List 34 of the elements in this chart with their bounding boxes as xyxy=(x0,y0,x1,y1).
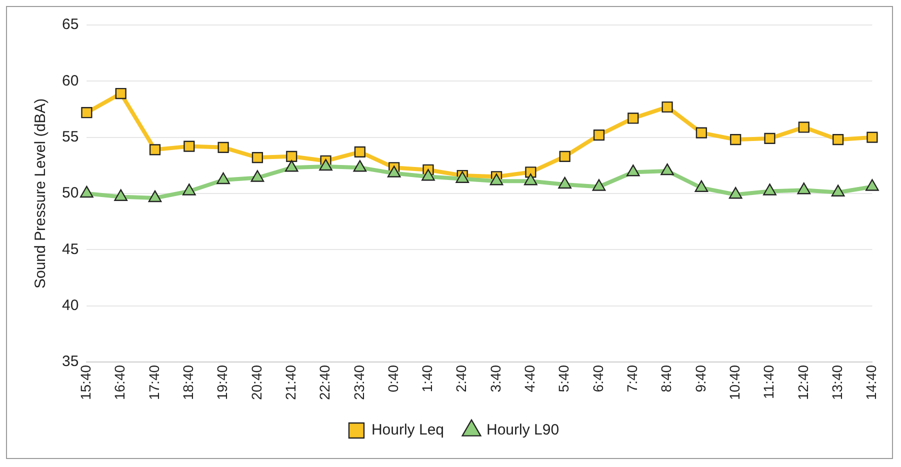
x-tick-label: 18:40 xyxy=(180,364,196,400)
y-tick-label: 65 xyxy=(62,16,79,34)
legend-label: Hourly L90 xyxy=(486,422,560,439)
x-tick-label: 13:40 xyxy=(828,364,845,400)
x-tick-label: 17:40 xyxy=(146,364,162,400)
x-tick-label: 21:40 xyxy=(282,364,298,400)
y-tick-label: 55 xyxy=(62,128,79,146)
x-tick-label: 15:40 xyxy=(78,364,94,400)
x-tick-label: 14:40 xyxy=(863,364,880,400)
y-axis-title: Sound Pressure Level (dBA) xyxy=(32,98,50,289)
y-tick-label: 35 xyxy=(62,353,79,370)
y-tick-label: 40 xyxy=(62,296,79,314)
x-tick-label: 11:40 xyxy=(760,364,777,399)
x-tick-label: 5:40 xyxy=(556,364,572,392)
x-tick-label: 22:40 xyxy=(316,364,333,400)
x-tick-label: 1:40 xyxy=(419,364,436,392)
x-tick-label: 9:40 xyxy=(692,364,708,392)
legend-label: Hourly Leq xyxy=(371,422,444,439)
x-tick-label: 6:40 xyxy=(590,364,606,392)
x-tick-label: 3:40 xyxy=(487,364,504,392)
x-tick-label: 23:40 xyxy=(350,364,367,400)
x-tick-label: 10:40 xyxy=(726,364,742,400)
x-tick-label: 16:40 xyxy=(112,364,128,400)
y-tick-label: 45 xyxy=(62,240,79,258)
y-tick-label: 50 xyxy=(62,184,79,202)
x-tick-label: 8:40 xyxy=(658,364,674,392)
x-tick-label: 12:40 xyxy=(794,364,811,400)
x-tick-label: 4:40 xyxy=(522,364,538,392)
x-tick-label: 19:40 xyxy=(214,364,230,400)
x-tick-label: 0:40 xyxy=(384,364,401,392)
x-tick-label: 7:40 xyxy=(624,364,640,392)
y-tick-label: 60 xyxy=(62,72,79,90)
x-tick-label: 2:40 xyxy=(453,364,470,392)
x-tick-label: 20:40 xyxy=(248,364,264,400)
